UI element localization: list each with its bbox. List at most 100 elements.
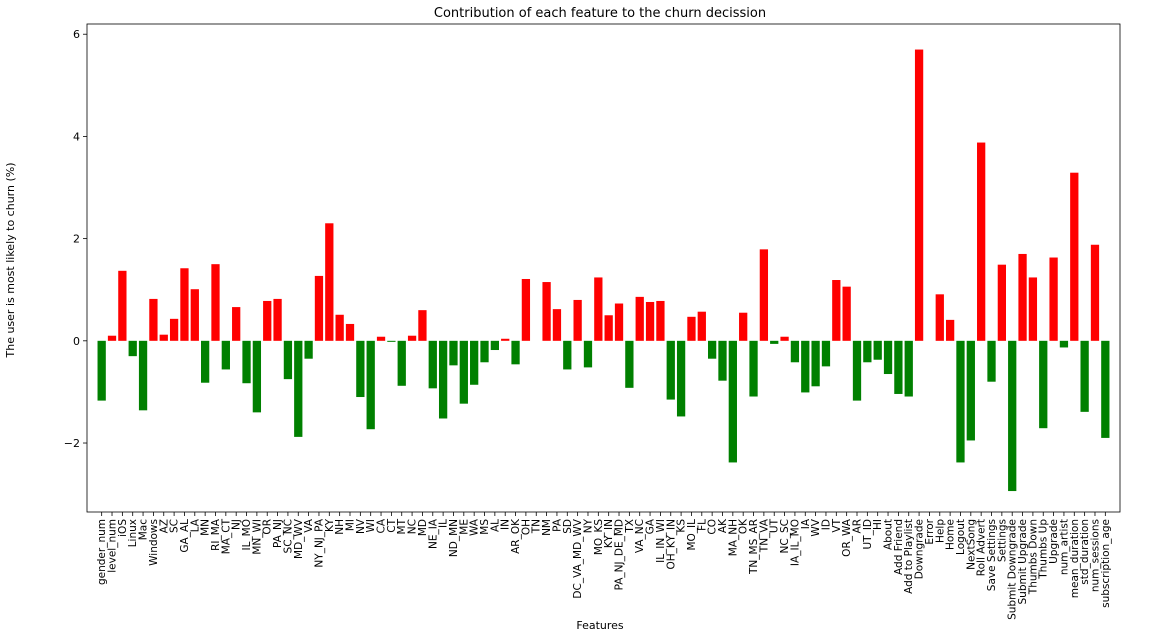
bar-28 [387, 340, 396, 342]
bar-17 [273, 298, 282, 341]
x-tick-label-80: Error [924, 518, 936, 544]
bar-12 [221, 340, 230, 370]
x-tick-label-86: Save Settings [986, 519, 998, 591]
y-tick-label-3: 4 [73, 130, 80, 143]
bar-11 [211, 264, 220, 341]
x-tick-label-74: UT_ID [862, 519, 874, 550]
x-tick-label-79: Downgrade [914, 519, 926, 579]
bar-38 [490, 340, 499, 351]
bar-65 [770, 340, 779, 344]
x-tick-label-38: AL [489, 519, 501, 532]
bar-84 [966, 340, 975, 441]
bar-34 [449, 340, 458, 366]
y-tick-label-1: 0 [73, 335, 80, 348]
bar-67 [790, 340, 800, 363]
x-tick-label-17: PA_NJ [272, 519, 284, 548]
x-tick-label-6: AZ [158, 519, 170, 533]
bar-37 [480, 340, 489, 363]
bar-69 [811, 340, 820, 387]
bar-9 [190, 289, 199, 341]
bar-43 [542, 282, 551, 341]
x-tick-label-27: CA [376, 518, 388, 533]
bar-10 [201, 340, 210, 383]
bar-95 [1080, 340, 1089, 412]
x-tick-label-96: num_sessions [1089, 519, 1101, 592]
x-tick-label-39: IN [500, 519, 512, 530]
bar-1 [107, 335, 117, 341]
bar-26 [366, 340, 375, 430]
bar-74 [863, 340, 872, 363]
bar-47 [583, 340, 593, 368]
bar-63 [749, 340, 758, 397]
bar-20 [304, 340, 313, 359]
x-tick-label-63: TN_MS_AR [748, 519, 760, 575]
bar-23 [335, 314, 344, 341]
x-tick-label-64: TN_VA [758, 518, 770, 553]
x-tick-label-2: iOS [117, 519, 129, 537]
bar-81 [935, 294, 944, 341]
bar-52 [635, 296, 644, 341]
bar-90 [1028, 277, 1038, 341]
bar-82 [945, 319, 955, 341]
x-tick-label-55: OH_KY_IN [665, 519, 677, 570]
bar-87 [997, 264, 1006, 341]
x-tick-label-40: AR_OK [510, 518, 522, 554]
x-tick-label-60: AK [717, 518, 729, 533]
x-tick-label-72: OR_WA [841, 518, 853, 557]
x-tick-label-61: MA_NH [727, 519, 739, 556]
bar-44 [552, 309, 562, 341]
x-tick-label-28: CT [386, 518, 398, 532]
bar-7 [169, 318, 179, 341]
x-tick-label-4: Mac [138, 519, 150, 540]
x-tick-label-51: TX [624, 519, 636, 534]
y-axis-label: The user is most likely to churn (%) [4, 163, 17, 359]
bar-70 [821, 340, 831, 367]
bar-6 [159, 334, 168, 341]
y-tick-label-2: 2 [73, 233, 80, 246]
x-tick-label-85: Roll Advert [976, 519, 988, 576]
x-tick-label-77: Add Friend [893, 519, 905, 575]
bar-66 [780, 336, 789, 341]
x-tick-label-16: OR [262, 519, 274, 535]
x-tick-label-11: RI_MA [210, 518, 222, 551]
bar-25 [356, 340, 365, 398]
x-tick-label-83: Logout [955, 519, 967, 555]
bar-88 [1008, 340, 1017, 492]
bar-22 [325, 223, 334, 341]
x-tick-label-82: Home [945, 519, 957, 550]
x-tick-label-88: Submit Downgrade [1007, 519, 1019, 620]
x-tick-label-24: MI [345, 519, 357, 531]
x-tick-label-58: FL [696, 519, 708, 531]
bar-59 [708, 340, 717, 359]
x-tick-label-48: MO_KS [593, 519, 605, 555]
bar-78 [904, 340, 913, 397]
bar-73 [852, 340, 862, 401]
bar-14 [242, 340, 251, 384]
x-tick-label-52: VA_NC [634, 519, 646, 553]
x-tick-label-92: Upgrade [1048, 519, 1060, 564]
x-tick-label-42: TN [531, 519, 543, 534]
x-tick-label-71: VT [831, 518, 843, 532]
x-tick-label-81: Help [934, 519, 946, 543]
bar-45 [563, 340, 572, 370]
x-tick-label-53: GA [645, 518, 657, 534]
bar-8 [180, 268, 189, 341]
x-tick-label-43: NM [541, 519, 553, 536]
x-axis: gender_numlevel_numiOSLinuxMacWindowsAZS… [96, 512, 1112, 620]
x-tick-label-73: AR [852, 519, 864, 533]
x-tick-label-7: SC [169, 519, 181, 533]
bar-2 [118, 270, 127, 341]
x-tick-label-94: mean_duration [1069, 519, 1081, 598]
bar-91 [1039, 340, 1048, 429]
bar-96 [1090, 244, 1100, 341]
x-tick-label-66: NC_SC [779, 519, 791, 553]
x-tick-label-0: gender_num [96, 519, 108, 585]
bar-51 [625, 340, 634, 388]
bar-30 [407, 335, 417, 341]
x-tick-label-41: OH [520, 519, 532, 535]
bar-60 [718, 340, 727, 381]
bar-92 [1049, 257, 1058, 341]
bar-29 [397, 340, 406, 386]
x-tick-label-10: MN [200, 519, 212, 536]
bar-3 [128, 340, 137, 357]
